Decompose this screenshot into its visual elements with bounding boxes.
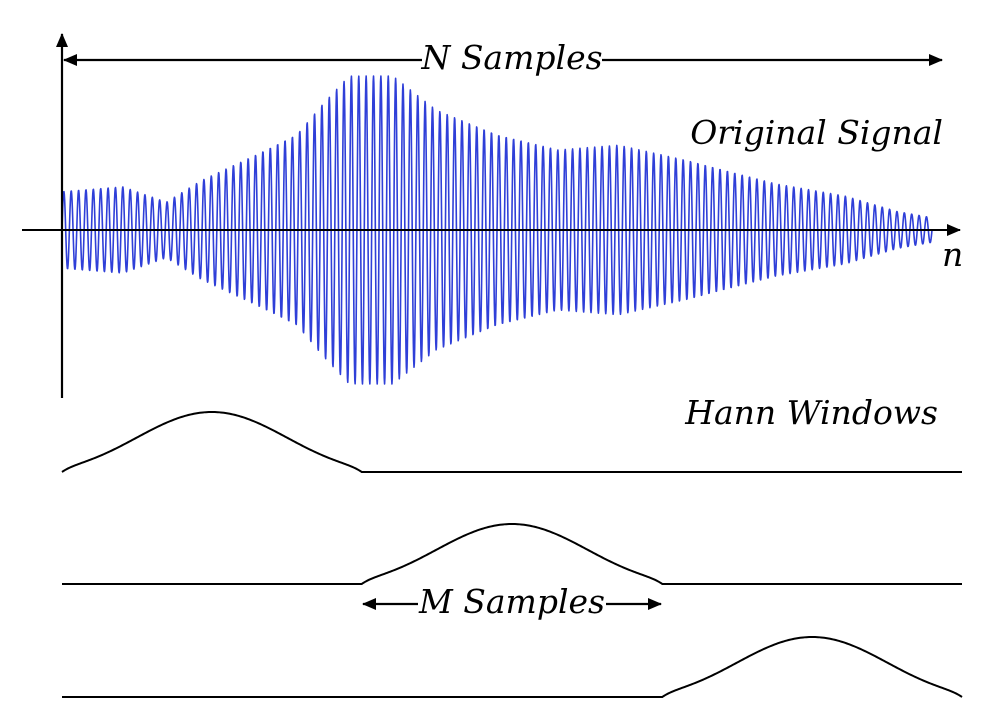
hann-window-1-curve	[61, 410, 962, 473]
hann-window-2-curve	[62, 522, 962, 585]
m-samples-label: M Samples	[418, 582, 605, 621]
axis-n-label: n	[942, 235, 963, 274]
hann-window-3-curve	[62, 635, 963, 698]
hann-windows-label: Hann Windows	[684, 393, 938, 432]
original-signal-label: Original Signal	[690, 113, 943, 152]
n-samples-label: N Samples	[420, 38, 602, 77]
